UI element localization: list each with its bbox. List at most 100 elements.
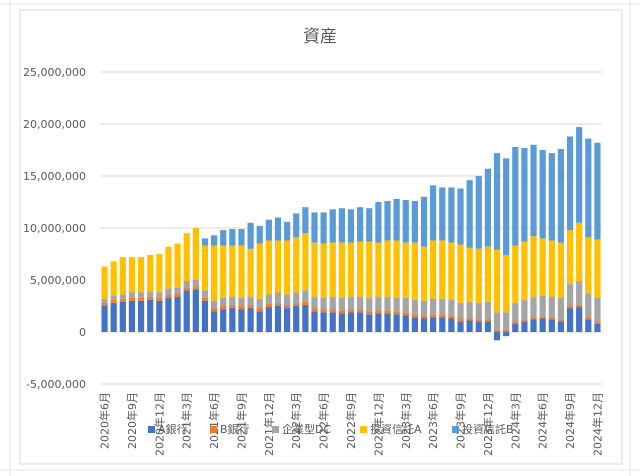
bar-segment [521,321,528,332]
bar-segment [402,315,409,332]
bar-segment [566,284,574,306]
bar-segment [229,296,236,305]
bar-segment [274,292,282,303]
bar-segment [439,314,446,318]
bar-segment [576,127,583,223]
bar-segment [256,308,263,312]
x-tick-label: 2024年3月 [508,392,522,449]
bar-segment [165,294,172,298]
bar-segment [347,242,355,297]
bar-segment [457,244,464,303]
bar-segment [430,240,437,299]
bar-segment [110,302,117,332]
bar-segment [293,302,300,306]
bar-segment [375,296,382,311]
bar-segment [284,294,291,305]
bar-segment [210,308,218,312]
bar-segment [329,209,336,243]
bar-segment [393,311,400,315]
bar-segment [284,308,291,332]
bar-segment [566,136,574,231]
bar-segment [484,168,492,247]
bar-segment [320,212,327,244]
bar-segment [311,242,318,297]
bar-segment [347,296,355,310]
bar-segment [539,238,546,296]
bar-segment [101,306,108,332]
bar-segment [329,312,336,332]
bar-segment [366,241,373,298]
bar-segment [594,323,601,332]
bar-segment [247,222,254,249]
bar-segment [128,297,136,301]
bar-segment [475,176,482,249]
bar-segment [165,288,172,295]
bar-segment [503,332,510,337]
bar-segment [439,298,446,315]
bar-segment [110,295,117,300]
bar-segment [530,319,537,332]
bar-segment [411,299,418,315]
bar-segment [585,317,592,320]
bar-segment [393,314,400,332]
bar-segment [220,297,227,306]
bar-segment [302,233,309,291]
bar-segment [420,246,428,301]
bar-segment [393,240,400,298]
x-tick-label: 2023年12月 [481,392,495,456]
bar-segment [220,230,227,246]
legend-label: 投資信託B [462,422,514,436]
bar-segment [347,312,355,332]
bar-segment [156,254,163,293]
bar-segment [576,281,583,305]
legend-swatch [360,426,367,433]
bar-segment [466,301,473,319]
bar-segment [293,237,300,293]
bar-segment [512,146,519,246]
bar-segment [238,309,245,332]
bar-segment [192,289,199,332]
bar-segment [585,138,592,238]
bar-segment [192,286,199,290]
bar-segment [293,306,300,332]
bar-segment [238,297,245,306]
bar-segment [585,293,592,318]
bar-segment [265,240,272,295]
x-tick-label: 2022年3月 [289,392,303,449]
bar-segment [493,249,501,313]
bar-segment [539,295,546,317]
y-tick-label: 20,000,000 [23,118,86,131]
bar-segment [274,240,282,293]
bar-segment [128,300,136,332]
bar-segment [293,292,300,303]
bar-segment [320,297,327,310]
bar-segment [530,236,537,297]
bar-segment [320,309,327,313]
bar-segment [220,309,227,332]
x-tick-label: 2024年6月 [536,392,550,449]
x-tick-label: 2023年9月 [454,392,468,449]
bar-segment [411,242,418,300]
bar-segment [101,298,108,303]
bar-segment [375,242,382,297]
y-tick-label: 15,000,000 [23,170,86,183]
bar-segment [439,317,446,332]
bar-segment [192,280,199,287]
bar-segment [594,297,601,322]
bar-segment [265,294,272,304]
bar-segment [320,312,327,332]
y-tick-label: 25,000,000 [23,66,86,79]
bar-segment [256,225,263,244]
legend-label: 投資信託A [370,422,422,436]
bar-segment [548,319,555,332]
bar-segment [475,248,482,303]
bar-segment [402,199,409,243]
bar-segment [402,297,409,313]
bar-segment [393,198,400,241]
bar-segment [466,180,473,248]
bar-segment [256,298,263,309]
bar-segment [210,311,218,332]
bar-segment [347,309,355,313]
bar-segment [238,229,245,246]
bar-segment [484,321,492,332]
